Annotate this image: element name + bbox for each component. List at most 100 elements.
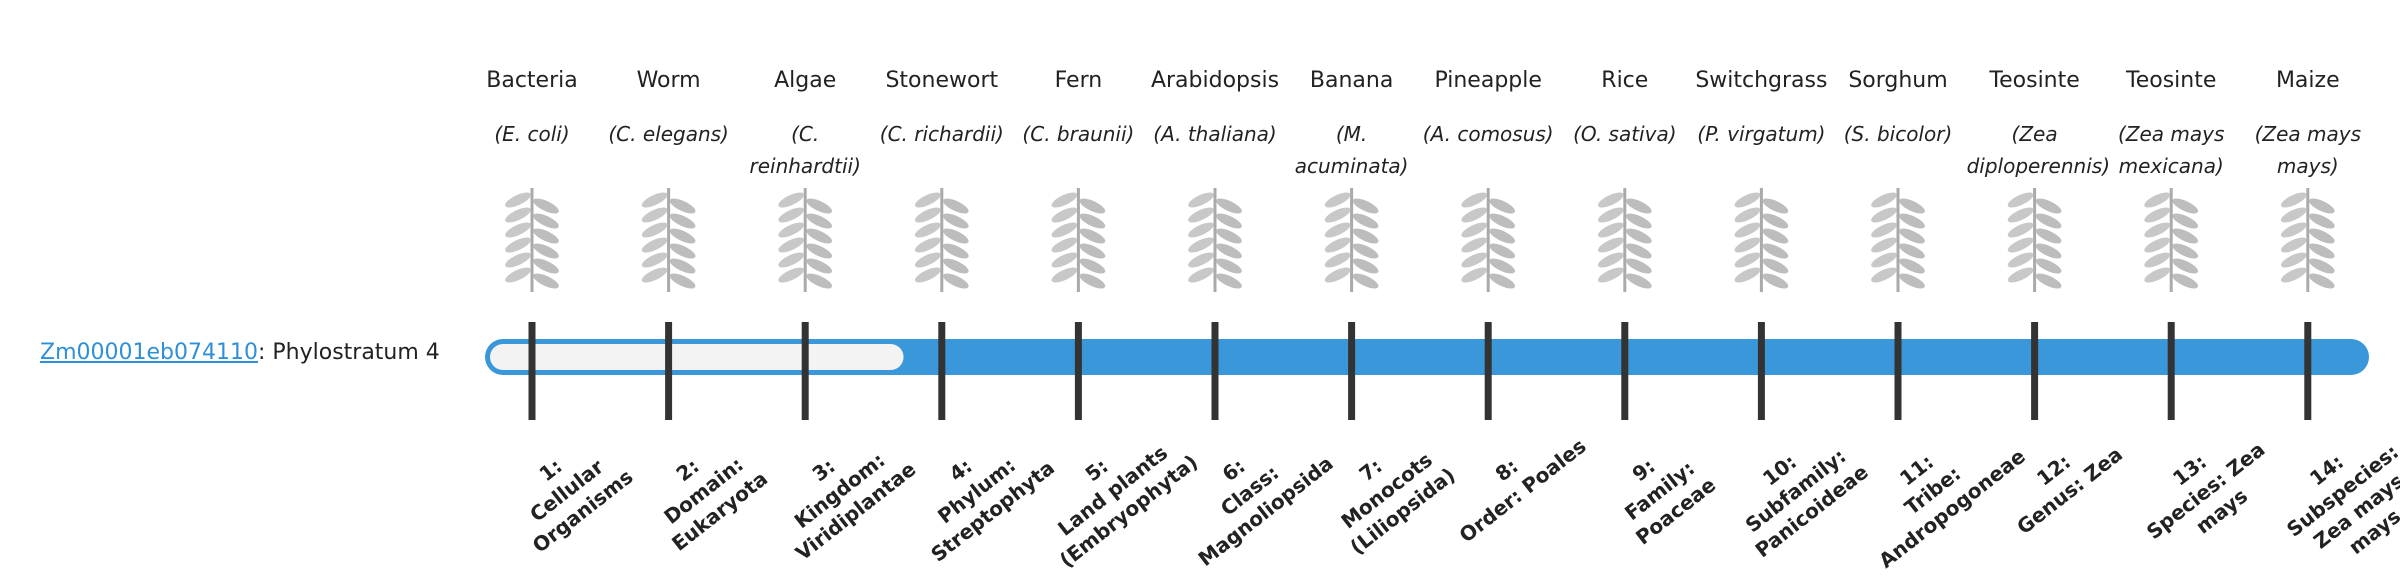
organism-illustration: [2280, 188, 2335, 292]
organism-illustration: [2144, 188, 2199, 292]
organism-species: (C. elegans): [608, 122, 729, 146]
illustration-stroke: [505, 252, 531, 268]
illustration-stroke: [942, 213, 969, 229]
illustration-stroke: [778, 267, 805, 283]
illustration-stroke: [2144, 192, 2171, 208]
gene-link[interactable]: Zm00001eb074110: [40, 340, 258, 365]
illustration-stroke: [942, 198, 969, 214]
organism-species: (Zea diploperennis): [1966, 122, 2110, 178]
illustration-stroke: [1597, 267, 1624, 283]
illustration-stroke: [641, 207, 668, 223]
organism-illustration: [1871, 188, 1925, 292]
illustration-stroke: [669, 228, 696, 244]
illustration-stroke: [2308, 258, 2335, 274]
organism-species: (Zea mays mexicana): [2117, 122, 2225, 178]
illustration-stroke: [1461, 237, 1488, 253]
illustration-stroke: [914, 237, 941, 253]
illustration-stroke: [669, 213, 696, 229]
illustration-stroke: [1216, 258, 1242, 274]
organism-name: Teosinte: [2126, 68, 2217, 93]
illustration-stroke: [1051, 267, 1078, 283]
illustration-stroke: [1597, 207, 1624, 223]
organism-illustration: [778, 188, 833, 292]
illustration-stroke: [1734, 207, 1761, 223]
illustration-stroke: [533, 243, 559, 259]
illustration-stroke: [1489, 258, 1516, 274]
illustration-stroke: [1734, 267, 1761, 283]
illustration-stroke: [669, 198, 696, 214]
illustration-stroke: [641, 267, 668, 283]
illustration-stroke: [2007, 207, 2034, 223]
illustration-stroke: [1188, 207, 1214, 223]
illustration-stroke: [1188, 252, 1214, 268]
illustration-stroke: [2308, 243, 2335, 259]
illustration-stroke: [1899, 273, 1925, 289]
illustration-stroke: [2007, 192, 2034, 208]
illustration-stroke: [1762, 198, 1789, 214]
illustration-stroke: [778, 192, 805, 208]
organism-species: (M. acuminata): [1294, 122, 1409, 178]
illustration-stroke: [1871, 237, 1897, 253]
illustration-stroke: [641, 237, 668, 253]
illustration-stroke: [533, 213, 559, 229]
organism-species: (E. coli): [494, 122, 570, 146]
illustration-stroke: [942, 273, 969, 289]
illustration-stroke: [1734, 237, 1761, 253]
organism-illustration: [641, 188, 696, 292]
illustration-stroke: [1489, 213, 1516, 229]
illustration-stroke: [806, 273, 833, 289]
illustration-stroke: [1625, 258, 1652, 274]
illustration-stroke: [914, 222, 941, 238]
organism-name: Teosinte: [1989, 68, 2080, 93]
illustration-stroke: [1079, 243, 1106, 259]
illustration-stroke: [2144, 207, 2171, 223]
illustration-stroke: [1352, 213, 1379, 229]
illustration-stroke: [806, 243, 833, 259]
illustration-stroke: [1079, 273, 1106, 289]
illustration-stroke: [2280, 237, 2307, 253]
illustration-stroke: [505, 267, 531, 283]
illustration-stroke: [2308, 228, 2335, 244]
illustration-stroke: [1051, 252, 1078, 268]
illustration-stroke: [1899, 243, 1925, 259]
illustration-stroke: [806, 258, 833, 274]
illustration-stroke: [2280, 267, 2307, 283]
illustration-stroke: [2308, 273, 2335, 289]
illustration-stroke: [1461, 267, 1488, 283]
illustration-stroke: [1352, 198, 1379, 214]
illustration-stroke: [1871, 222, 1897, 238]
illustration-stroke: [2035, 198, 2062, 214]
organism-illustration: [1188, 188, 1242, 292]
organism-illustration: [1597, 188, 1652, 292]
illustration-stroke: [1188, 267, 1214, 283]
illustration-stroke: [1352, 273, 1379, 289]
illustration-stroke: [1324, 222, 1351, 238]
organism-species: (P. virgatum): [1697, 122, 1826, 146]
illustration-stroke: [1079, 213, 1106, 229]
illustration-stroke: [2035, 258, 2062, 274]
organism-illustration: [1324, 188, 1379, 292]
illustration-stroke: [806, 213, 833, 229]
illustration-stroke: [1051, 237, 1078, 253]
illustration-stroke: [2144, 222, 2171, 238]
illustration-stroke: [914, 207, 941, 223]
illustration-stroke: [1489, 273, 1516, 289]
organism-illustration: [914, 188, 969, 292]
illustration-stroke: [914, 192, 941, 208]
illustration-stroke: [1625, 198, 1652, 214]
illustration-stroke: [778, 222, 805, 238]
illustration-stroke: [1079, 228, 1106, 244]
illustration-stroke: [2007, 267, 2034, 283]
illustration-stroke: [2172, 228, 2199, 244]
illustration-stroke: [669, 243, 696, 259]
illustration-stroke: [1461, 222, 1488, 238]
illustration-stroke: [2172, 243, 2199, 259]
organism-name: Fern: [1054, 68, 1103, 93]
organism-name: Worm: [636, 68, 701, 93]
illustration-stroke: [641, 192, 668, 208]
illustration-stroke: [2035, 243, 2062, 259]
illustration-stroke: [1051, 222, 1078, 238]
illustration-stroke: [1762, 228, 1789, 244]
illustration-stroke: [1461, 207, 1488, 223]
